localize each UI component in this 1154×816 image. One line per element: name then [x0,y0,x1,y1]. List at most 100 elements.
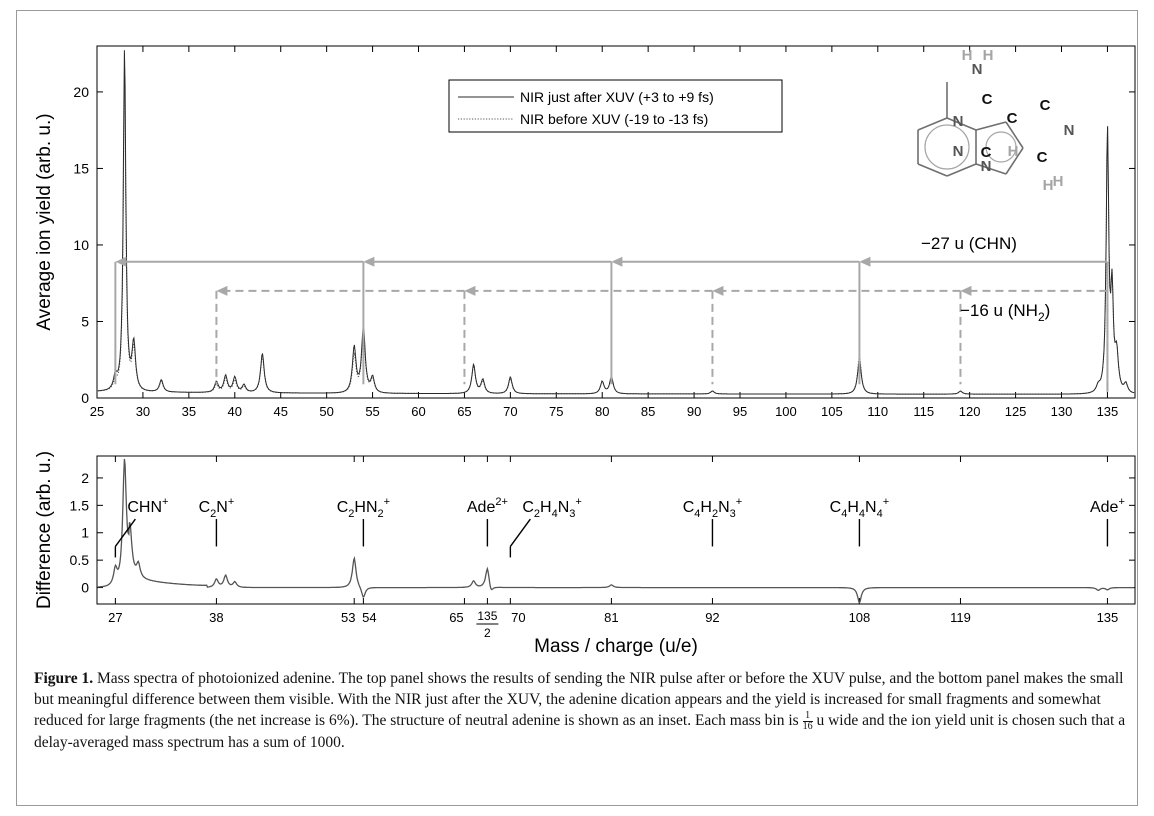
inset-atom-n: N [953,143,964,160]
bottom-y-tick-label: 1.5 [70,497,90,513]
inset-ring-6 [924,124,970,170]
inset-bond [917,117,948,131]
chn-loss-arrow [362,256,612,385]
top-x-tick-label: 100 [775,404,797,419]
fragment-label-subscript: 2 [712,508,718,520]
fragment-label-subscript: 4 [552,508,558,520]
fragment-label-part: Ade [467,499,496,516]
top-x-tick-label: 70 [503,404,517,419]
top-x-tick-label: 75 [549,404,563,419]
nh2-loss-arrow-head [464,285,476,296]
fragment-label-text: C4H4N4+ [830,496,890,520]
chn-loss-label: −27 u (CHN) [921,234,1017,253]
caption-text-b: u wide and the ion yield unit is chosen … [34,712,1126,751]
bottom-x-tick-label: 119 [950,610,971,625]
legend-label-after: NIR just after XUV (+3 to +9 fs) [520,89,714,105]
nh2-loss-arrow [463,285,713,385]
fragment-label-subscript: 2 [534,508,540,520]
fragment-label-subscript: 4 [877,508,883,520]
inset-bond [975,121,1007,131]
nh2-label-subscript: 2 [1038,310,1045,324]
fragment-label-text: C4H2N3+ [683,496,743,520]
chn-loss-arrow [114,256,364,385]
top-plot-area [96,45,1136,399]
fragment-label-part: N [216,499,228,516]
inset-atom-n: N [972,61,983,78]
fragment-label-subscript: 4 [694,508,700,520]
x-axis-label: Mass / charge (u/e) [534,636,698,657]
bottom-x-tick-label: 92 [705,610,719,625]
bottom-x-tick-label: 54 [362,610,376,625]
inset-atom-h: H [1008,143,1019,160]
top-x-tick-label: 135 [1097,404,1119,419]
frac-tick-numerator: 135 [477,609,497,623]
fragment-label-part: C [522,499,534,516]
nh2-label-suffix: ) [1045,301,1051,320]
fragment-label-part: N [718,499,730,516]
bottom-x-tick-label: 53 [341,610,355,625]
chn-loss-arrow [610,256,860,385]
caption-label: Figure 1. [34,670,94,687]
fragment-label-text: Ade+ [1090,496,1125,516]
inset-atom-n: N [1064,122,1075,139]
bottom-x-tick-label: 135 [1097,610,1119,625]
bottom-plot-area [96,455,1136,605]
fragment-label-part: C [683,499,695,516]
fragment-label-subscript: 2 [210,508,216,520]
fragment-label-superscript: + [384,496,390,508]
bottom-y-tick-label: 0 [81,580,89,596]
inset-bond [975,163,1007,175]
fragment-label-text: C2N+ [199,496,235,520]
caption-fraction-numerator: 1 [802,710,813,722]
nh2-loss-arrow-head [216,285,228,296]
top-x-tick-label: 125 [1005,404,1027,419]
top-x-tick-label: 115 [913,404,934,419]
top-x-tick-label: 40 [228,404,242,419]
fragment-label-text: Ade2+ [467,496,508,516]
fragment-label: Ade2+ [467,496,508,547]
chn-loss-arrow-head [859,256,871,267]
top-y-tick-label: 0 [81,390,89,406]
fragment-label-part: C [830,499,842,516]
top-x-tick-label: 130 [1051,404,1073,419]
chn-loss-arrow [858,256,1109,392]
chn-loss-arrow-head [115,256,127,267]
caption-fraction-denominator: 16 [802,720,813,732]
fragment-label-subscript: 2 [348,508,354,520]
top-x-tick-label: 105 [821,404,843,419]
bottom-x-tick-label: 38 [209,610,223,625]
fragment-label-leader [114,518,136,547]
fragment-label-part: N [865,499,877,516]
fragment-label: C2HN2+ [337,496,390,547]
fragment-label-superscript: 2+ [495,496,508,508]
top-x-tick-label: 50 [319,404,333,419]
top-y-tick-label: 15 [73,160,89,176]
inset-bond [946,163,977,177]
fragment-label-leader [509,518,531,547]
fragment-label-part: C [199,499,211,516]
inset-bond [1005,121,1024,149]
inset-atom-n: N [981,158,992,175]
top-x-tick-label: 35 [182,404,196,419]
fragment-label: C4H4N4+ [830,496,890,547]
fragment-label: C2H4N3+ [509,496,582,558]
bottom-y-tick-label: 0.5 [70,552,90,568]
nh2-loss-label: −16 u (NH2) [960,301,1050,324]
nh2-loss-arrow [215,285,465,385]
fragment-label: Ade+ [1090,496,1125,547]
bottom-y-tick-label: 1 [81,525,89,541]
inset-atom-c: C [982,91,993,108]
top-y-tick-label: 20 [73,84,89,100]
fragment-label-subscript: 4 [859,508,865,520]
top-x-tick-label: 30 [136,404,150,419]
inset-atom-h: H [962,47,973,64]
bottom-x-tick-label: 70 [511,610,525,625]
fragment-label: C2N+ [199,496,235,547]
legend-label-before: NIR before XUV (-19 to -13 fs) [520,111,708,127]
inset-atom-c: C [981,144,992,161]
top-panel: 0 5 10 15 20 25 30 35 40 45 50 55 60 65 70 75 80 85 90 95 10… [34,45,1136,419]
top-x-tick-label: 110 [867,404,888,419]
fragment-label-superscript: + [162,496,168,508]
